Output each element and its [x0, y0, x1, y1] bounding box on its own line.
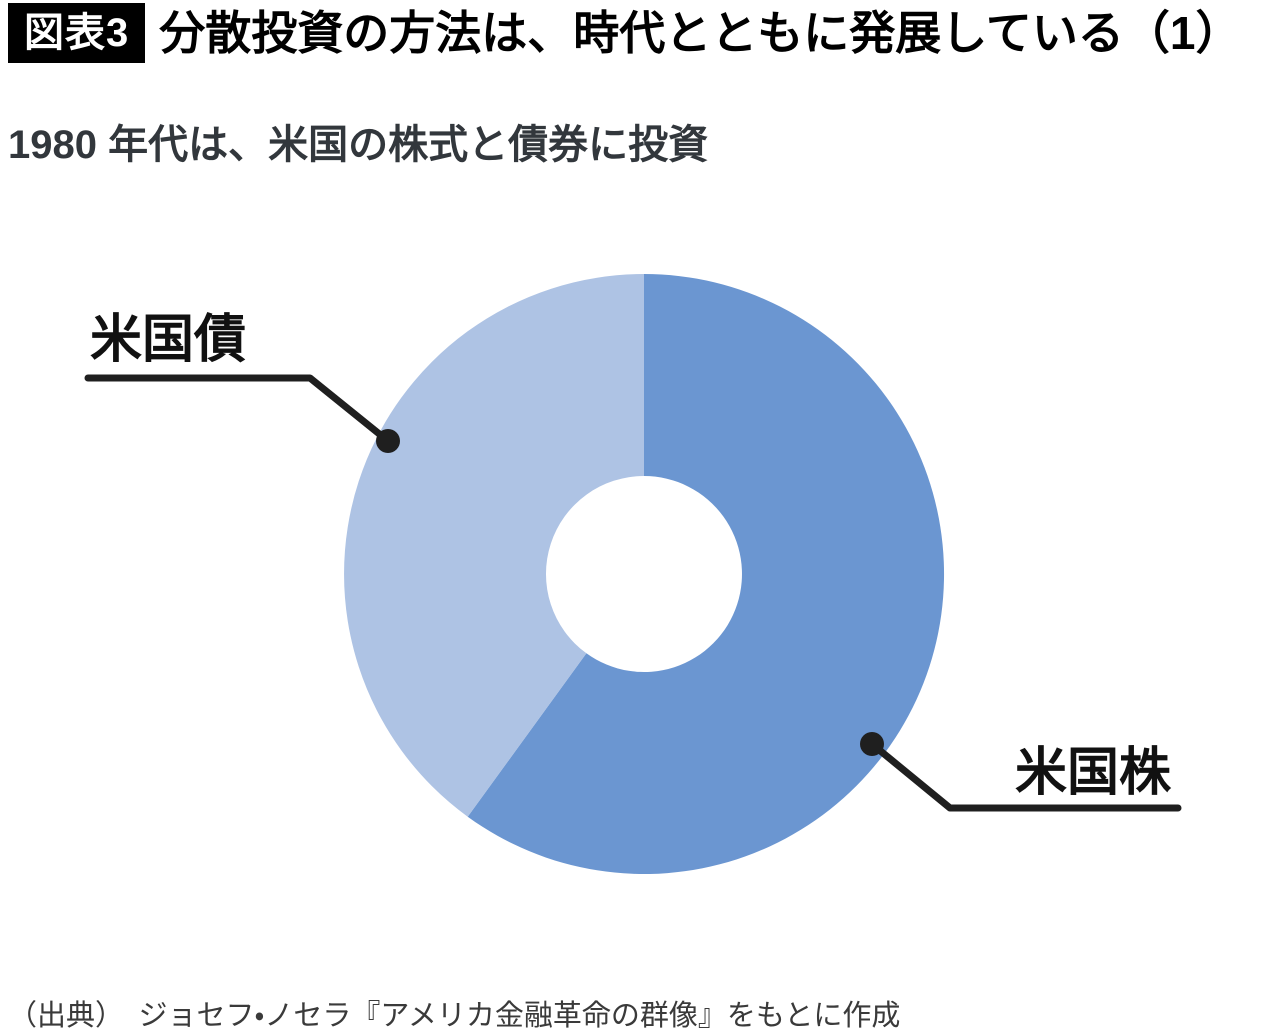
figure-header: 図表3 分散投資の方法は、時代とともに発展している（1）	[8, 3, 1241, 63]
bonds-leader-line	[84, 374, 392, 445]
stocks-leader-line	[868, 740, 1182, 812]
donut-slice-stocks	[467, 274, 945, 874]
figure-title: 分散投資の方法は、時代とともに発展している（1）	[159, 7, 1242, 59]
source-note: （出典） ジョセフ・ノセラ『アメリカ金融革命の群像』をもとに作成	[8, 1000, 901, 1032]
bonds-callout	[84, 374, 400, 453]
figure-tag-badge: 図表3	[8, 3, 146, 63]
bonds-slice-label: 米国債	[90, 311, 247, 369]
stocks-callout	[860, 732, 1182, 812]
donut-slices	[344, 274, 945, 874]
bonds-leader-dot	[376, 429, 400, 453]
donut-slice-bonds	[344, 274, 644, 817]
stocks-leader-dot	[860, 732, 884, 756]
figure-subtitle: 1980 年代は、米国の株式と債券に投資	[8, 123, 709, 167]
stocks-slice-label: 米国株	[1015, 744, 1172, 802]
